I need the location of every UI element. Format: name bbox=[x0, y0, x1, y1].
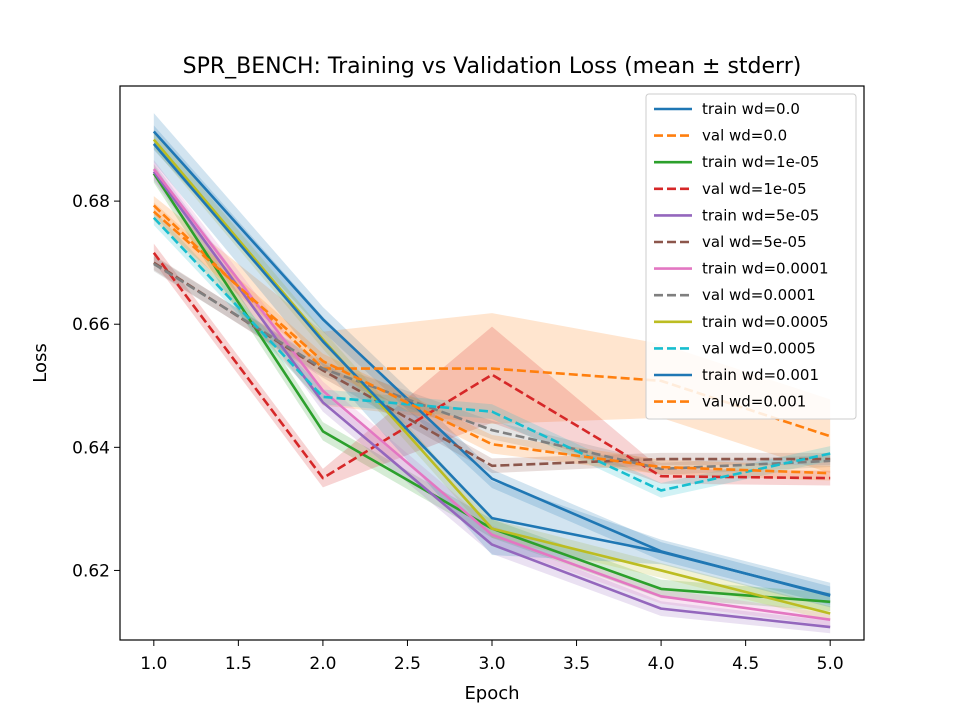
legend-box bbox=[645, 93, 857, 420]
legend-label-6: train wd=0.0001 bbox=[702, 260, 829, 278]
legend-label-4: train wd=5e-05 bbox=[702, 206, 819, 224]
x-tick-label-2: 2.0 bbox=[309, 654, 336, 674]
stderr-band-2 bbox=[153, 164, 831, 612]
y-tick-label-2: 0.66 bbox=[72, 315, 110, 335]
legend-label-11: val wd=0.001 bbox=[702, 393, 806, 411]
legend-label-8: train wd=0.0005 bbox=[702, 313, 829, 331]
y-tick-label-0: 0.62 bbox=[72, 561, 110, 581]
x-tick-label-5: 3.5 bbox=[563, 654, 590, 674]
chart-title: SPR_BENCH: Training vs Validation Loss (… bbox=[183, 54, 802, 79]
legend-label-3: val wd=1e-05 bbox=[702, 180, 807, 198]
y-axis-ticks: 0.62 0.64 0.66 0.68 bbox=[72, 192, 120, 581]
x-tick-label-6: 4.0 bbox=[648, 654, 675, 674]
stderr-band-4 bbox=[153, 162, 831, 634]
stderr-band-10 bbox=[153, 125, 831, 608]
x-tick-label-7: 4.5 bbox=[732, 654, 759, 674]
x-axis-label: Epoch bbox=[464, 683, 519, 704]
series-line-11 bbox=[152, 210, 831, 475]
legend: train wd=0.0 val wd=0.0 train wd=1e-05 val … bbox=[645, 93, 857, 420]
x-tick-label-4: 3.0 bbox=[478, 654, 505, 674]
series-line-3 bbox=[152, 252, 831, 480]
x-tick-label-1: 1.5 bbox=[225, 654, 252, 674]
legend-label-7: val wd=0.0001 bbox=[702, 286, 816, 304]
legend-label-5: val wd=5e-05 bbox=[702, 233, 807, 251]
legend-label-2: train wd=1e-05 bbox=[702, 153, 819, 171]
stderr-band-6 bbox=[153, 159, 831, 626]
y-tick-label-1: 0.64 bbox=[72, 438, 110, 458]
y-tick-label-3: 0.68 bbox=[72, 192, 110, 212]
series-line-4 bbox=[152, 170, 831, 629]
stderr-band-8 bbox=[153, 130, 831, 621]
legend-label-9: val wd=0.0005 bbox=[702, 339, 816, 357]
series-line-8 bbox=[152, 138, 831, 615]
series-line-10 bbox=[152, 143, 831, 597]
x-axis-ticks: 1.0 1.5 2.0 2.5 3.0 3.5 4.0 4.5 5.0 bbox=[140, 640, 844, 674]
stderr-band-3 bbox=[153, 243, 831, 488]
x-tick-label-3: 2.5 bbox=[394, 654, 421, 674]
legend-label-0: train wd=0.0 bbox=[702, 100, 800, 118]
series-lines bbox=[152, 130, 831, 629]
legend-label-1: val wd=0.0 bbox=[702, 127, 787, 145]
series-line-9 bbox=[152, 216, 831, 492]
series-line-6 bbox=[152, 168, 831, 621]
y-axis-label: Loss bbox=[30, 343, 51, 382]
x-tick-label-0: 1.0 bbox=[140, 654, 167, 674]
series-line-7 bbox=[153, 262, 831, 471]
x-tick-label-8: 5.0 bbox=[817, 654, 844, 674]
legend-label-10: train wd=0.001 bbox=[702, 366, 819, 384]
